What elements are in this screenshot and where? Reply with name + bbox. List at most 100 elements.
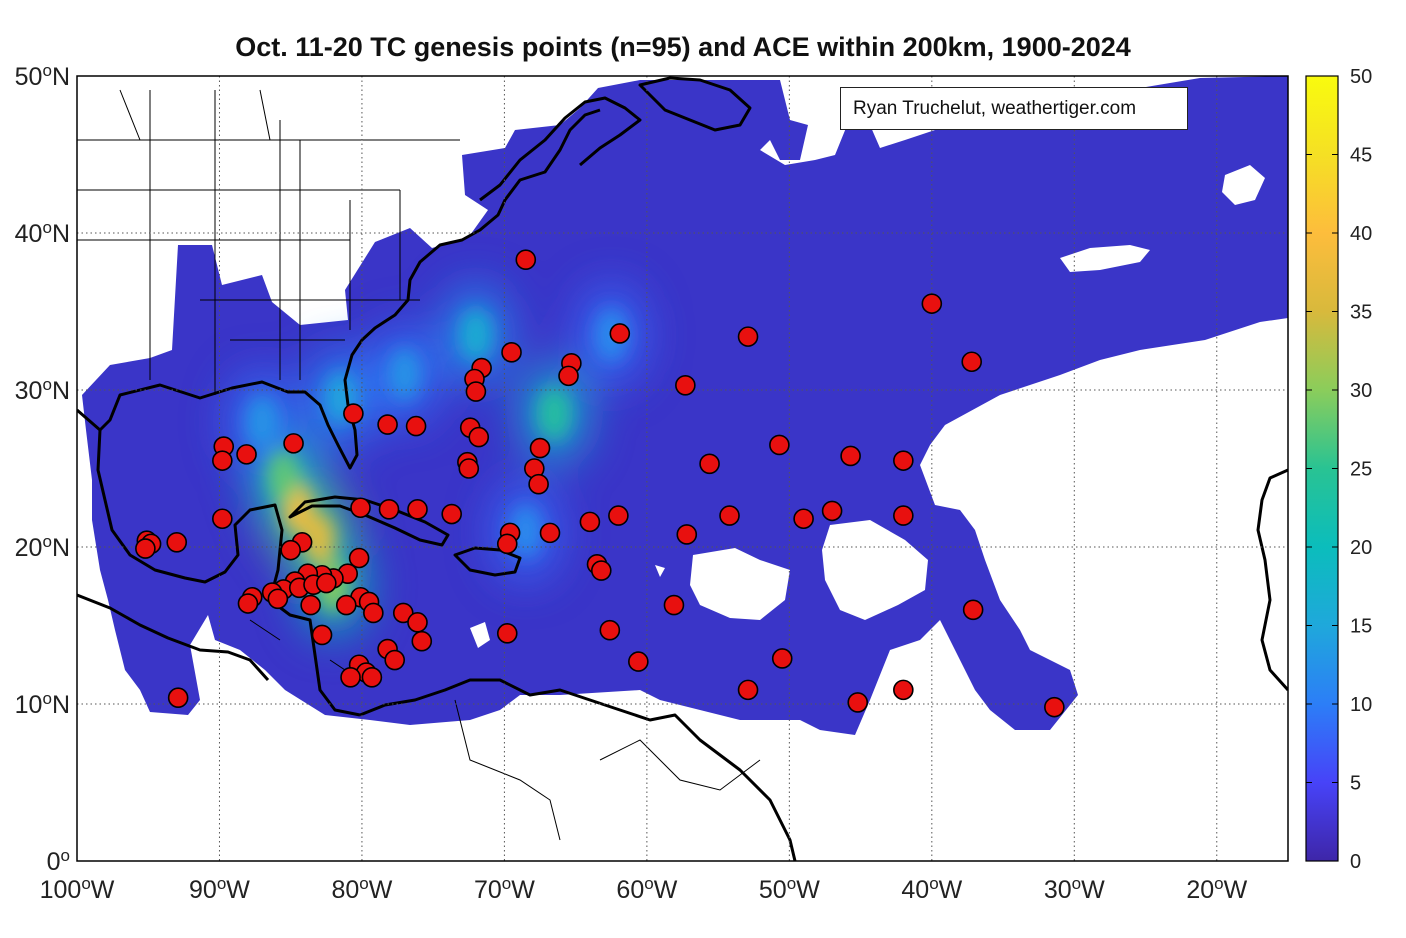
genesis-point-74 — [411, 630, 433, 652]
lat-tick-10: 10oN — [15, 689, 70, 719]
credit-box: Ryan Truchelut, weathertiger.com — [840, 87, 1188, 130]
genesis-point-19 — [236, 444, 257, 465]
colorbar-tick-label: 45 — [1350, 145, 1372, 167]
genesis-point-75 — [311, 624, 333, 646]
genesis-point-10 — [675, 374, 696, 396]
genesis-point-89 — [847, 692, 869, 713]
genesis-point-12 — [343, 403, 364, 424]
colorbar-tick-label: 25 — [1350, 459, 1372, 481]
colorbar-tick-label: 50 — [1350, 66, 1372, 88]
ace-hotspot-core-1 — [303, 513, 336, 566]
genesis-point-2 — [609, 323, 631, 344]
genesis-point-53 — [590, 560, 612, 581]
genesis-point-77 — [599, 619, 621, 641]
genesis-point-7 — [558, 365, 579, 387]
genesis-point-35 — [579, 511, 601, 533]
genesis-point-50 — [280, 539, 302, 561]
lon-tick-30: 30oW — [1044, 874, 1105, 904]
lon-tick-100: 100oW — [40, 874, 115, 904]
genesis-point-42 — [676, 524, 698, 545]
lon-tick-50: 50oW — [759, 874, 820, 904]
genesis-points — [135, 249, 1065, 718]
lon-tick-90: 90oW — [189, 874, 250, 904]
genesis-point-28 — [840, 445, 861, 467]
latitude-tick-labels: 0o 10oN 20oN 30oN 40oN 50oN — [15, 61, 70, 876]
longitude-tick-labels: 100oW 90oW 80oW 70oW 60oW 50oW 40oW 30oW 20oW — [40, 874, 1248, 904]
genesis-point-85 — [361, 667, 383, 688]
genesis-point-37 — [793, 508, 814, 530]
genesis-point-79 — [962, 599, 984, 621]
genesis-point-33 — [441, 503, 462, 525]
africa-coast-outline — [1256, 468, 1288, 692]
ace-hotspot-core-3 — [267, 450, 300, 503]
figure-title: Oct. 11-20 TC genesis points (n=95) and … — [235, 32, 1131, 62]
genesis-point-69 — [335, 594, 357, 616]
genesis-point-25 — [528, 473, 549, 495]
genesis-point-30 — [350, 497, 371, 519]
ace-hotspot-core-10 — [509, 505, 542, 558]
genesis-point-27 — [699, 453, 720, 475]
genesis-point-66 — [237, 593, 259, 614]
genesis-point-78 — [663, 594, 685, 616]
colorbar-tick-label: 0 — [1350, 851, 1361, 873]
genesis-point-76 — [496, 623, 518, 644]
genesis-point-41 — [539, 522, 561, 544]
genesis-point-23 — [529, 437, 551, 459]
genesis-point-20 — [212, 450, 233, 471]
colorbar-tick-label: 15 — [1350, 616, 1372, 638]
genesis-point-22 — [458, 458, 480, 479]
ace-hotspot-core-7 — [388, 348, 421, 401]
genesis-point-86 — [628, 651, 649, 672]
genesis-point-13 — [377, 414, 398, 435]
lon-tick-60: 60oW — [616, 874, 677, 904]
genesis-point-38 — [821, 500, 843, 522]
ace-region — [82, 76, 1288, 735]
genesis-point-4 — [501, 342, 522, 363]
lon-tick-70: 70oW — [474, 874, 535, 904]
genesis-point-47 — [135, 538, 156, 559]
genesis-point-48 — [166, 531, 188, 553]
genesis-point-31 — [378, 499, 400, 520]
genesis-point-51 — [348, 547, 370, 569]
genesis-point-11 — [961, 351, 983, 373]
colorbar-tick-label: 20 — [1350, 537, 1372, 559]
ace-hotspot-core-5 — [459, 309, 492, 362]
genesis-point-84 — [340, 667, 361, 688]
genesis-point-1 — [921, 293, 943, 314]
genesis-point-29 — [893, 450, 914, 471]
genesis-point-91 — [1044, 696, 1065, 718]
colorbar-tick-label: 35 — [1350, 302, 1372, 324]
map-frame — [76, 75, 1289, 862]
genesis-point-14 — [405, 415, 427, 437]
lat-tick-50: 50oN — [15, 61, 70, 91]
colorbar-tick-label: 30 — [1350, 380, 1372, 402]
grid-lines — [77, 76, 1288, 861]
lat-tick-20: 20oN — [15, 532, 70, 562]
cuba-outline — [288, 495, 450, 547]
genesis-point-70 — [300, 594, 321, 616]
genesis-point-0 — [515, 249, 537, 270]
lon-tick-40: 40oW — [901, 874, 962, 904]
genesis-point-9 — [465, 381, 487, 402]
lon-tick-20: 20oW — [1186, 874, 1247, 904]
genesis-point-3 — [737, 326, 759, 347]
genesis-point-87 — [771, 648, 793, 669]
lat-tick-0: 0o — [47, 846, 70, 876]
central-america-border — [77, 593, 270, 682]
colorbar-tick-label: 40 — [1350, 223, 1372, 245]
lat-tick-40: 40oN — [15, 218, 70, 248]
genesis-point-63 — [316, 572, 337, 594]
map-area — [77, 76, 1288, 861]
genesis-point-39 — [893, 505, 914, 526]
genesis-point-36 — [719, 505, 740, 526]
genesis-point-44 — [212, 508, 233, 530]
genesis-point-17 — [283, 433, 304, 454]
ace-hotspot-core-4 — [538, 387, 571, 440]
colorbar-tick-label: 5 — [1350, 773, 1361, 795]
genesis-point-71 — [363, 602, 384, 624]
genesis-point-64 — [267, 588, 289, 610]
genesis-point-90 — [893, 679, 914, 701]
genesis-point-72 — [392, 602, 414, 624]
genesis-point-16 — [468, 426, 490, 448]
